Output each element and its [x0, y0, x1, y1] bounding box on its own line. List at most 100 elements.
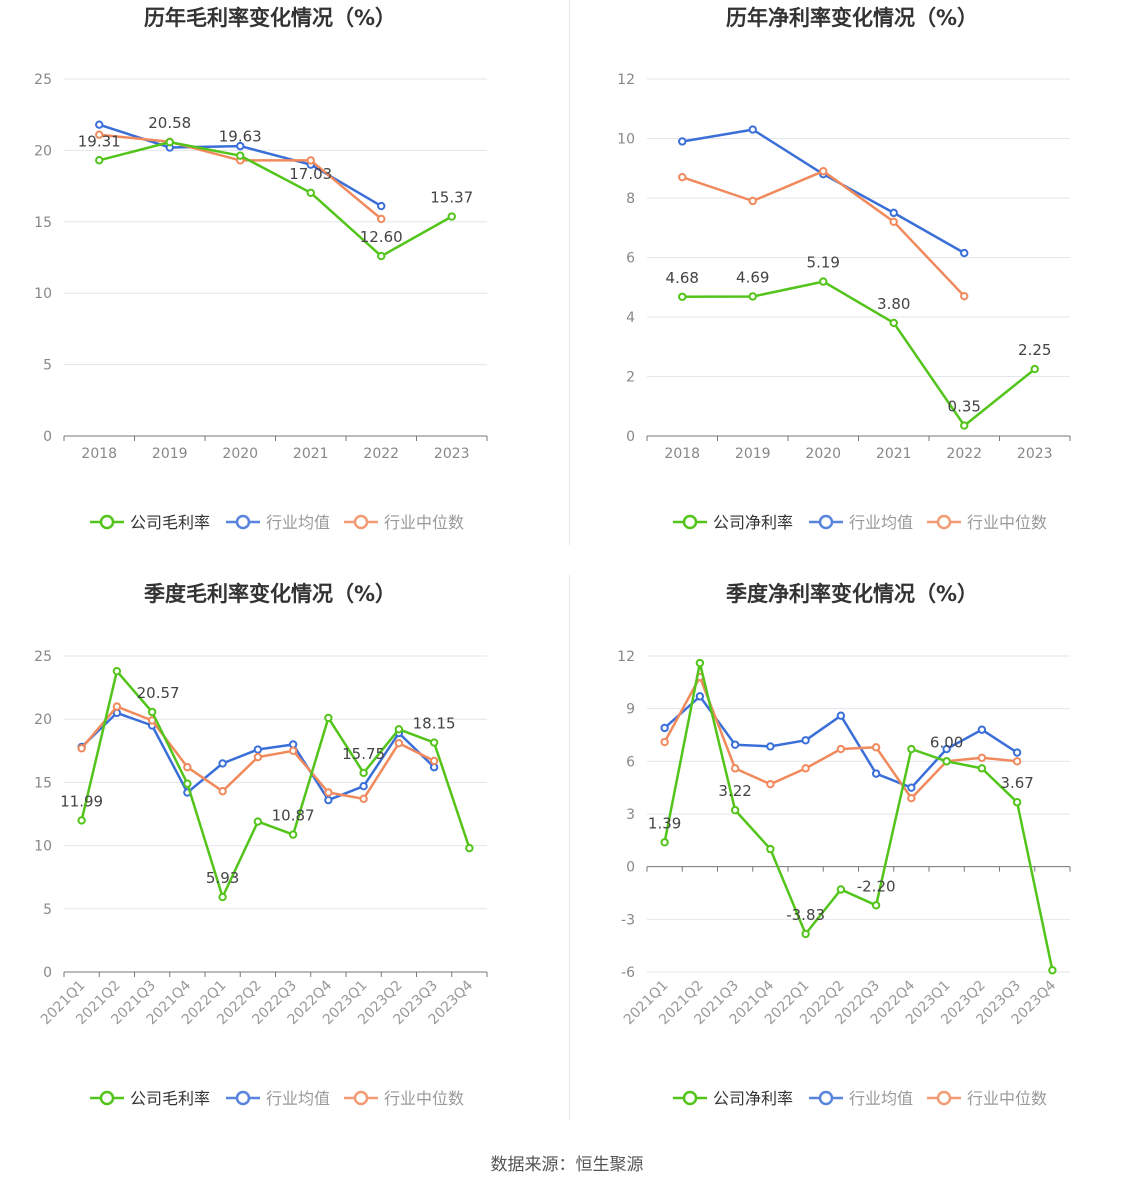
data-label: 20.57 [137, 684, 180, 702]
series-line-1 [663, 661, 1054, 971]
data-point [871, 743, 881, 752]
data-label: 1.39 [648, 814, 681, 832]
legend-swatch-marker [818, 514, 834, 530]
legend-label: 公司毛利率 [130, 1089, 210, 1108]
data-label: 0.35 [948, 398, 981, 416]
data-point [871, 901, 881, 910]
data-point [1012, 757, 1022, 766]
x-tick-label: 2018 [81, 446, 117, 462]
data-point [907, 794, 916, 803]
chart-4: 季度净利率变化情况（%）-6-30369122021Q12021Q22021Q3… [617, 582, 1071, 1108]
y-tick-label: 12 [617, 649, 635, 665]
legend-item-1: 公司净利率 [673, 513, 793, 532]
y-tick-label: 0 [626, 429, 635, 445]
data-point [324, 788, 333, 797]
data-point [907, 744, 916, 754]
data-point [942, 744, 951, 754]
data-point [889, 318, 898, 328]
legend-item-1: 公司毛利率 [90, 1089, 210, 1108]
legend-swatch-marker [99, 514, 115, 530]
y-tick-label: 0 [43, 429, 52, 445]
legend-label: 行业均值 [849, 1089, 913, 1108]
legend-label: 行业中位数 [967, 513, 1047, 532]
data-point [766, 742, 775, 751]
x-tick-label: 2021 [293, 446, 329, 462]
x-tick-label: 2022 [363, 446, 399, 462]
data-point [306, 156, 315, 165]
legend-swatch-marker [99, 1090, 115, 1106]
data-point [660, 838, 669, 847]
data-point [1030, 364, 1039, 374]
data-point [960, 248, 969, 258]
data-point [748, 196, 757, 206]
legend-item-2: 行业均值 [226, 513, 330, 532]
legend-label: 行业中位数 [967, 1089, 1047, 1108]
legend-swatch-marker [235, 514, 251, 530]
data-label: 12.60 [360, 228, 403, 246]
legend-item-2: 行业均值 [809, 1089, 913, 1108]
legend-label: 行业均值 [266, 1089, 330, 1108]
data-point [77, 816, 86, 825]
data-label: 19.63 [219, 128, 262, 146]
y-tick-label: 6 [626, 251, 635, 267]
data-point [766, 779, 775, 789]
data-point [695, 692, 705, 701]
data-point [1048, 966, 1057, 975]
y-tick-label: 9 [626, 702, 635, 718]
chart-title: 季度毛利率变化情况（%） [144, 582, 396, 606]
chart-title: 历年净利率变化情况（%） [726, 6, 978, 30]
legend-label: 行业中位数 [384, 513, 464, 532]
data-point [377, 201, 386, 211]
data-point [95, 120, 104, 129]
y-tick-label: 20 [34, 712, 52, 728]
data-point [907, 783, 916, 792]
data-point [253, 745, 263, 754]
data-point [288, 830, 298, 839]
legend-swatch-marker [682, 514, 698, 530]
data-point [359, 781, 368, 791]
data-point [77, 744, 86, 753]
chart-title: 季度净利率变化情况（%） [726, 582, 978, 606]
chart-2: 历年净利率变化情况（%） 0 2 4 6 8 10 12 2018 2019 2020 2021 202… [617, 6, 1071, 532]
data-point [819, 277, 828, 286]
data-point [429, 738, 439, 747]
data-label: 19.31 [78, 132, 121, 150]
data-point [95, 156, 104, 165]
data-point [730, 764, 740, 773]
y-tick-label: 15 [34, 775, 52, 791]
data-point [678, 137, 687, 146]
data-label: 5.93 [206, 869, 239, 887]
y-tick-label: 2 [626, 370, 635, 386]
legend-swatch-marker [353, 1090, 369, 1106]
data-point [766, 844, 775, 854]
data-label: 4.68 [666, 269, 699, 287]
y-tick-label: 10 [34, 286, 52, 302]
y-tick-label: 6 [626, 754, 635, 770]
x-tick-label: 2022 [946, 446, 982, 462]
x-tick-label: 2023 [434, 446, 470, 462]
data-label: 3.67 [1000, 774, 1033, 792]
legend-label: 行业均值 [266, 513, 330, 532]
x-tick-label: 2019 [152, 446, 188, 462]
data-point [748, 292, 757, 301]
x-tick-label: 2020 [222, 446, 258, 462]
data-point [359, 768, 368, 778]
data-label: -3.83 [786, 906, 825, 924]
data-label: 3.80 [877, 295, 910, 313]
y-tick-label: 4 [626, 310, 635, 326]
data-label: -2.20 [857, 877, 896, 895]
legend-swatch-marker [936, 514, 952, 530]
x-tick-label: 2018 [664, 446, 700, 462]
y-tick-label: -3 [621, 912, 635, 928]
data-point [942, 757, 951, 766]
data-label: 3.22 [718, 782, 751, 800]
data-point [871, 769, 881, 778]
y-tick-label: -6 [621, 965, 635, 981]
divider-top [569, 0, 570, 545]
divider-bottom [569, 575, 570, 1120]
series-line-1 [80, 669, 471, 899]
data-point [819, 167, 828, 176]
y-tick-label: 8 [626, 191, 635, 207]
legend-label: 公司毛利率 [130, 513, 210, 532]
